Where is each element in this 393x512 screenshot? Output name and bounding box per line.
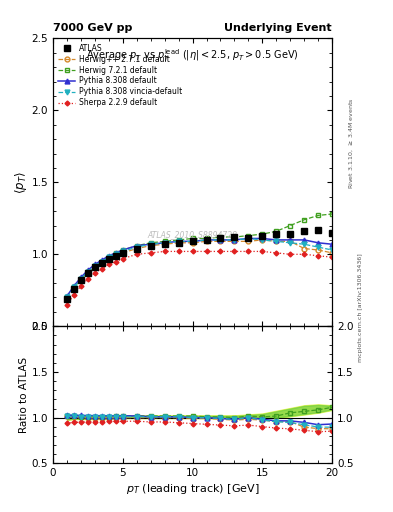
Text: Rivet 3.1.10, $\geq$ 3.4M events: Rivet 3.1.10, $\geq$ 3.4M events xyxy=(348,98,355,189)
Text: mcplots.cern.ch [arXiv:1306.3436]: mcplots.cern.ch [arXiv:1306.3436] xyxy=(358,253,363,361)
Legend: ATLAS, Herwig++ 2.7.1 default, Herwig 7.2.1 default, Pythia 8.308 default, Pythi: ATLAS, Herwig++ 2.7.1 default, Herwig 7.… xyxy=(57,42,184,109)
Text: Underlying Event: Underlying Event xyxy=(224,23,332,33)
Y-axis label: Ratio to ATLAS: Ratio to ATLAS xyxy=(19,357,29,433)
Text: ATLAS_2010_S8894728: ATLAS_2010_S8894728 xyxy=(147,230,238,239)
Text: 7000 GeV pp: 7000 GeV pp xyxy=(53,23,132,33)
Text: Average $p_T$ vs $p_T^{\rm lead}$ ($|\eta| < 2.5$, $p_T > 0.5$ GeV): Average $p_T$ vs $p_T^{\rm lead}$ ($|\et… xyxy=(86,47,299,64)
Y-axis label: $\langle p_T \rangle$: $\langle p_T \rangle$ xyxy=(13,171,29,194)
X-axis label: $p_T$ (leading track) [GeV]: $p_T$ (leading track) [GeV] xyxy=(126,482,259,497)
